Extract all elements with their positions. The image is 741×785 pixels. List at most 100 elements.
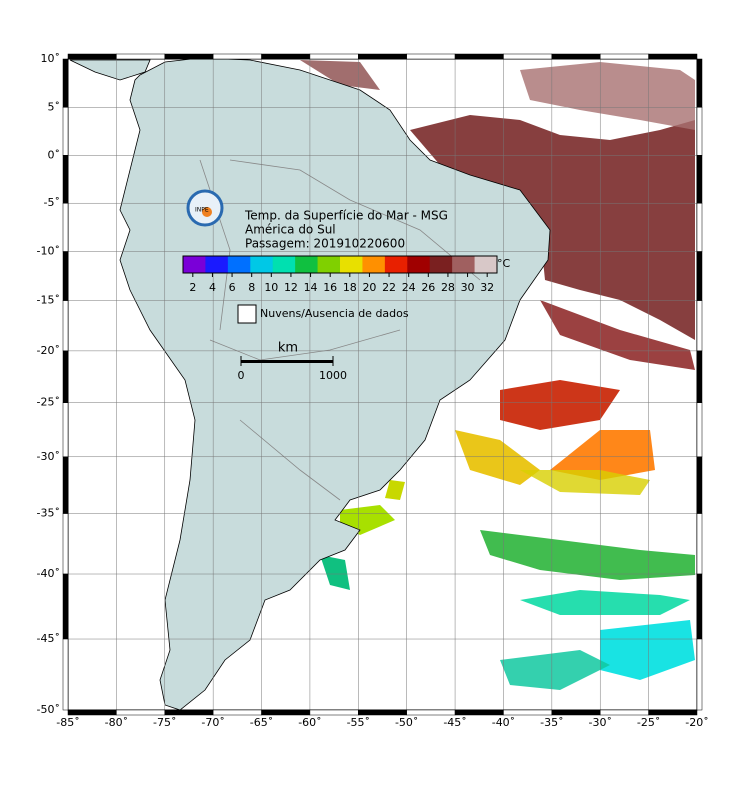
lon-tick-label: -75˚ <box>153 716 176 729</box>
frame-band <box>696 350 703 403</box>
frame-band <box>67 709 117 716</box>
frame-band <box>599 53 649 60</box>
title-line: Passagem: 201910220600 <box>245 237 405 251</box>
frame-band <box>503 709 553 716</box>
colorbar-segment <box>183 256 206 273</box>
lat-tick-label: 0˚ <box>48 148 61 161</box>
title-line: América do Sul <box>245 223 336 237</box>
lon-tick-label: -20˚ <box>685 716 708 729</box>
colorbar-tick-label: 26 <box>421 281 435 294</box>
colorbar-segment <box>407 256 431 273</box>
sst-patch <box>540 300 695 370</box>
frame-band <box>358 709 407 716</box>
frame-band <box>309 709 359 716</box>
colorbar-tick-label: 10 <box>264 281 278 294</box>
sst-patches <box>300 60 695 690</box>
frame-band <box>454 53 504 60</box>
colorbar-segment <box>362 256 386 273</box>
frame-band <box>212 709 262 716</box>
frame-band <box>358 53 407 60</box>
sst-patch <box>520 470 650 495</box>
land <box>69 57 551 711</box>
sst-patch <box>385 480 405 500</box>
colorbar-tick-label: 32 <box>480 281 494 294</box>
colorbar-segment <box>384 256 408 273</box>
borders <box>199 159 481 501</box>
colorbar-tick-label: 2 <box>189 281 196 294</box>
lon-tick-label: -30˚ <box>588 716 611 729</box>
lon-tick-label: -60˚ <box>298 716 321 729</box>
frame-band <box>62 456 69 514</box>
lon-tick-label: -85˚ <box>56 716 79 729</box>
colorbar-segment <box>272 256 296 273</box>
colorbar-frame <box>182 255 498 274</box>
colorbar-tick-label: 8 <box>248 281 255 294</box>
sst-patch <box>550 430 655 480</box>
frame-band <box>648 53 698 60</box>
frame-band <box>454 709 504 716</box>
lon-tick-label: -65˚ <box>250 716 273 729</box>
frame-band <box>116 709 166 716</box>
frame-band <box>696 456 703 514</box>
sst-patch <box>300 60 380 90</box>
frame-band <box>309 53 359 60</box>
frame-band <box>62 107 69 156</box>
frame-band <box>62 300 69 352</box>
colorbar-tick-label: 30 <box>461 281 475 294</box>
lat-tick-label: -30˚ <box>37 450 60 463</box>
colorbar-tick-label: 4 <box>209 281 216 294</box>
colorbar-segment <box>340 256 363 273</box>
lon-tick-label: -25˚ <box>637 716 660 729</box>
sst-patch <box>410 115 695 340</box>
frame-band <box>406 53 456 60</box>
colorbar-segment <box>317 256 341 273</box>
lat-tick-label: 5˚ <box>48 100 61 113</box>
lat-tick-label: -15˚ <box>37 294 60 307</box>
colorbar-tick-label: 6 <box>229 281 236 294</box>
sst-patch <box>500 650 610 690</box>
frame-band <box>406 709 456 716</box>
frame-band <box>696 202 703 252</box>
legend-text: Nuvens/Ausencia de dados <box>260 307 409 320</box>
colorbar-segment <box>295 256 319 273</box>
lon-tick-label: -40˚ <box>492 716 515 729</box>
frame-band <box>648 709 698 716</box>
colorbar-tick-label: 24 <box>402 281 416 294</box>
frame-band <box>212 53 262 60</box>
sst-patch <box>520 62 695 130</box>
frame-band <box>696 251 703 301</box>
frame-band <box>696 107 703 156</box>
frame-band <box>62 638 69 711</box>
frame-band <box>696 402 703 458</box>
logo-dot <box>202 207 212 217</box>
frame-band <box>696 300 703 352</box>
frame-band <box>116 53 166 60</box>
frame-band <box>503 53 553 60</box>
colorbar-tick-label: 18 <box>343 281 357 294</box>
colorbar-segment <box>474 256 498 273</box>
frame-band <box>62 202 69 252</box>
lat-tick-label: -10˚ <box>37 245 60 258</box>
lat-tick-label: -40˚ <box>37 567 60 580</box>
frame-band <box>62 58 69 108</box>
logo: INPE <box>186 189 224 227</box>
frame-band <box>62 155 69 204</box>
lat-tick-label: -45˚ <box>37 632 60 645</box>
colorbar-unit: °C <box>497 257 511 270</box>
sst-patch <box>600 620 695 680</box>
colorbar-tick-label: 28 <box>441 281 455 294</box>
colorbar-segment <box>227 256 251 273</box>
lon-tick-label: -45˚ <box>443 716 466 729</box>
central-america <box>69 59 151 81</box>
lat-tick-label: -50˚ <box>37 703 60 716</box>
colorbar-segment <box>205 256 229 273</box>
colorbar-tick-label: 12 <box>284 281 298 294</box>
sst-patch <box>320 555 350 590</box>
frame-band <box>62 402 69 458</box>
frame-band <box>696 58 703 108</box>
scale-unit: km <box>278 341 298 356</box>
frame-band <box>62 513 69 575</box>
lat-tick-label: -35˚ <box>37 507 60 520</box>
lon-tick-label: -80˚ <box>105 716 128 729</box>
